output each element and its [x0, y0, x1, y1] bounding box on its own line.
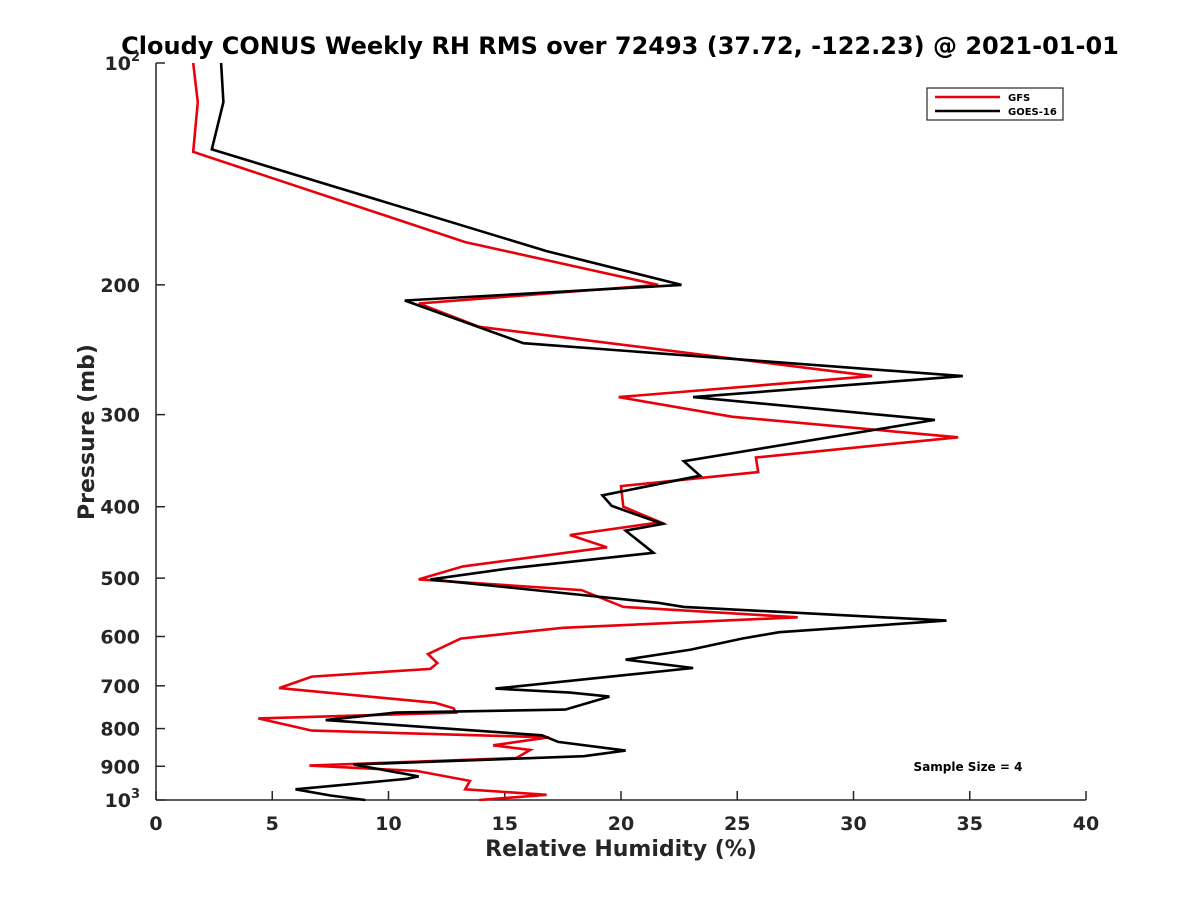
y-tick-label: 600 [100, 626, 140, 648]
y-tick-label: 900 [100, 756, 140, 778]
series-layer [191, 62, 963, 802]
x-tick-label: 10 [375, 813, 401, 835]
legend: GFS GOES-16 [926, 87, 1064, 121]
legend-label-goes16: GOES-16 [1008, 107, 1057, 118]
x-axis-label: Relative Humidity (%) [485, 837, 757, 862]
sample-size-annotation: Sample Size = 4 [914, 760, 1023, 774]
x-tick-label: 25 [724, 813, 750, 835]
x-tick-label: 0 [149, 813, 162, 835]
series-line-gfs [191, 62, 959, 802]
x-tick-label: 20 [608, 813, 634, 835]
x-tick-label: 40 [1073, 813, 1099, 835]
y-tick-label: 800 [100, 719, 140, 741]
series-line-goes16 [210, 62, 963, 802]
y-tick-label: 700 [100, 676, 140, 698]
y-ticks: 102 200 300 400 500 600 700 800 900 103 [100, 50, 165, 812]
y-tick-label: 300 [100, 405, 140, 427]
x-tick-label: 30 [840, 813, 866, 835]
y-axis-label: Pressure (mb) [75, 344, 100, 520]
y-tick-label: 400 [100, 497, 140, 519]
x-tick-label: 15 [492, 813, 518, 835]
y-tick-label: 102 [105, 50, 141, 75]
chart-title: Cloudy CONUS Weekly RH RMS over 72493 (3… [121, 32, 1119, 60]
x-ticks: 0 5 10 15 20 25 30 35 40 [149, 791, 1099, 835]
x-tick-label: 35 [957, 813, 983, 835]
legend-label-gfs: GFS [1008, 93, 1030, 104]
y-tick-label: 500 [100, 568, 140, 590]
x-tick-label: 5 [266, 813, 279, 835]
legend-box [926, 87, 1064, 121]
y-tick-label: 200 [100, 275, 140, 297]
y-tick-label: 103 [105, 787, 141, 812]
